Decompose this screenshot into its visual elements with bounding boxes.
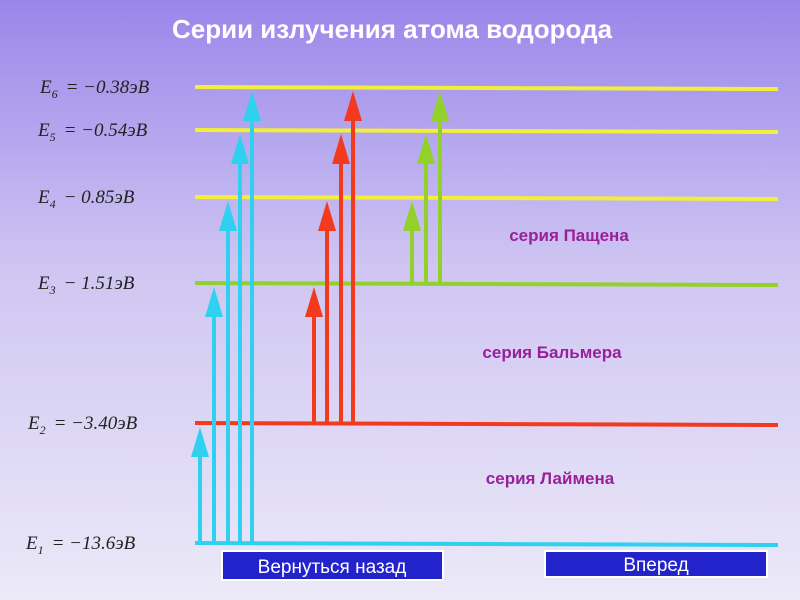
series-label: серия Пащена [509,226,629,245]
button-text[interactable]: Вернуться назад [258,557,407,578]
level-index: 5 [50,130,56,144]
level-index: 6 [52,87,58,101]
level-value: − 1.51эВ [64,273,135,294]
series-label: серия Бальмера [482,343,622,362]
button-box[interactable] [544,550,768,578]
level-index: 1 [38,543,44,557]
title: Серии излучения атома водорода [172,14,613,44]
energy-level [194,128,779,134]
transition-head [332,134,350,164]
level-label: E2 = −3.40эВ [27,413,138,437]
button-box[interactable] [221,550,444,581]
energy-level [194,195,779,201]
transition-head [344,91,362,121]
transition-head [305,287,323,317]
transition-head [403,201,421,231]
level-label: E1 = −13.6эВ [25,533,136,557]
level-label: E3 − 1.51эВ [37,273,135,297]
level-label: E5 = −0.54эВ [37,120,148,144]
level-label: E6 = −0.38эВ [39,77,150,101]
level-value: = −13.6эВ [52,533,136,554]
back-button[interactable]: Вернуться назад [221,550,444,581]
levels [194,85,779,547]
level-symbol: E [39,77,52,98]
level-symbol: E [25,533,38,554]
transitions [191,91,449,543]
transition-head [205,287,223,317]
level-symbol: E [37,273,50,294]
transition-head [243,91,261,121]
energy-level [194,541,779,547]
energy-level [194,421,779,427]
level-index: 2 [40,423,46,437]
level-value: = −0.54эВ [64,120,148,141]
transition-head [318,201,336,231]
level-index: 4 [50,197,56,211]
level-symbol: E [37,187,50,208]
level-value: = −0.38эВ [66,77,150,98]
level-value: = −3.40эВ [54,413,138,434]
energy-level [194,281,779,287]
transition-head [417,134,435,164]
button-text[interactable]: Вперед [623,555,688,576]
transition-head [231,134,249,164]
series-label: серия Лаймена [486,469,615,488]
next-button[interactable]: Вперед [544,550,768,578]
energy-level [194,85,779,91]
level-symbol: E [27,413,40,434]
level-label: E4 − 0.85эВ [37,187,135,211]
level-symbol: E [37,120,50,141]
transition-head [431,91,449,121]
level-index: 3 [49,283,56,297]
transition-head [219,201,237,231]
level-value: − 0.85эВ [64,187,135,208]
transition-head [191,427,209,457]
